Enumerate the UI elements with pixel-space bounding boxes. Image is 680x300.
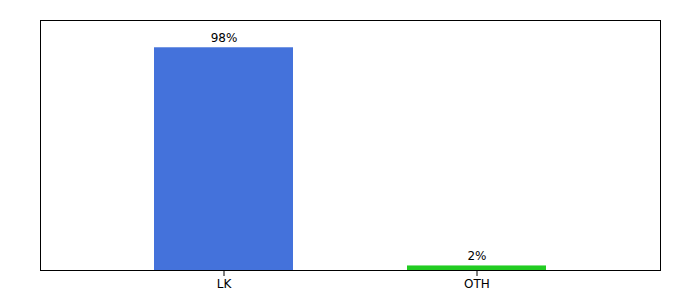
- svg-text:2%: 2%: [467, 249, 486, 263]
- svg-text:98%: 98%: [211, 31, 238, 45]
- svg-text:OTH: OTH: [464, 277, 490, 291]
- svg-text:LK: LK: [217, 277, 233, 291]
